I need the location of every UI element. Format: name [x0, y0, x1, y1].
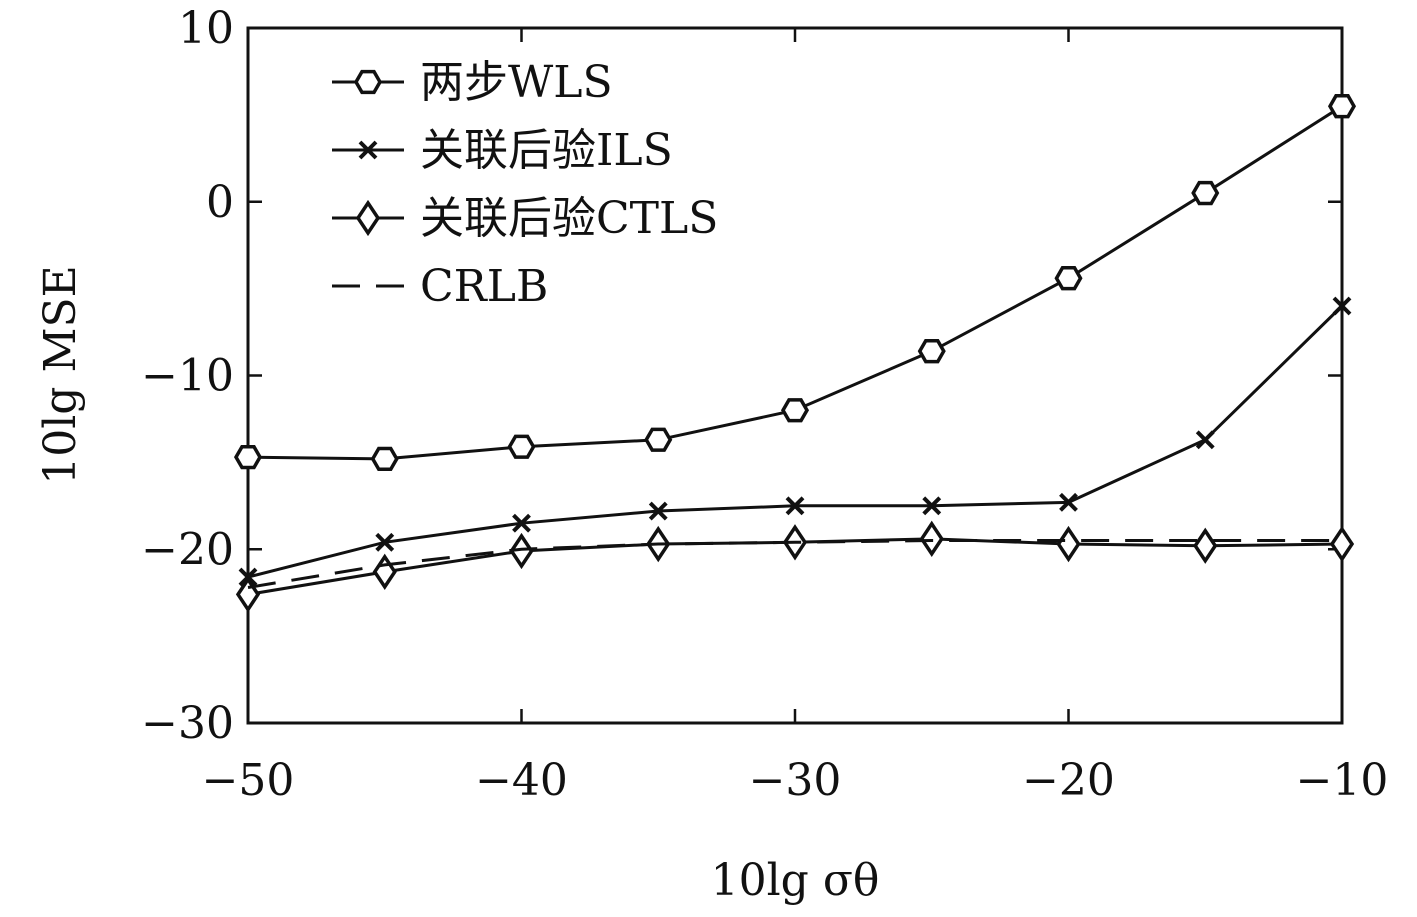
data-point	[919, 520, 944, 557]
data-point	[1056, 525, 1081, 563]
axes: −50 −40 −30 −20 −10 10 0 −10 −20 −30	[141, 3, 1388, 806]
plot-frame	[246, 26, 1344, 725]
legend-label: 关联后验CTLS	[420, 193, 718, 244]
x-marker-stroke	[922, 496, 942, 516]
data-point	[922, 496, 942, 516]
x-tick-label: −10	[1296, 755, 1389, 806]
data-point	[509, 532, 534, 570]
data-point	[1054, 266, 1083, 291]
x-marker-stroke	[785, 496, 805, 516]
x-marker-stroke	[648, 501, 668, 521]
x-marker-stroke	[1059, 492, 1078, 512]
series-1	[238, 296, 1352, 587]
data-point	[375, 532, 395, 552]
data-point	[780, 398, 810, 423]
legend-entry-2: 关联后验CTLS	[332, 193, 718, 244]
legend-marker	[358, 140, 378, 160]
x-marker-stroke	[375, 532, 395, 552]
data-point	[1059, 492, 1078, 512]
x-tick-label: −40	[475, 755, 568, 806]
legend-marker	[355, 199, 381, 237]
legend-marker	[353, 69, 383, 95]
x-marker-stroke	[358, 140, 378, 160]
series-2	[235, 520, 1355, 613]
y-tick-label: 10	[178, 3, 234, 54]
data-point	[512, 513, 531, 533]
data-point	[1332, 296, 1352, 316]
data-point	[233, 445, 263, 470]
x-axis-label: 10lg σθ	[711, 855, 880, 906]
data-point	[1191, 180, 1220, 206]
y-tick-label: −30	[141, 698, 234, 749]
data-point	[1327, 94, 1357, 119]
legend-entry-1: 关联后验ILS	[332, 125, 673, 176]
y-tick-label: 0	[206, 177, 234, 228]
legend-label: CRLB	[420, 261, 548, 312]
legend-label: 两步WLS	[420, 57, 613, 108]
data-point	[1329, 525, 1355, 563]
data-point	[1195, 430, 1215, 450]
series-0	[233, 94, 1357, 472]
legend-label: 关联后验ILS	[420, 125, 673, 176]
legend: 两步WLS 关联后验ILS 关联后验CTLS CRLB	[332, 57, 718, 312]
y-tick-label: −10	[141, 351, 234, 402]
series-layer	[233, 94, 1357, 613]
x-tick-label: −50	[202, 755, 295, 806]
data-point	[785, 496, 805, 516]
data-point	[507, 434, 536, 459]
data-point	[644, 427, 673, 452]
x-marker-stroke	[1332, 296, 1352, 316]
legend-entry-0: 两步WLS	[332, 57, 613, 108]
data-point	[917, 339, 946, 364]
data-point	[370, 446, 399, 472]
y-axis-label: 10lg MSE	[35, 265, 86, 485]
x-marker-stroke	[512, 513, 531, 533]
data-point	[1193, 527, 1218, 564]
data-point	[648, 501, 668, 521]
legend-entry-3: CRLB	[332, 261, 548, 312]
series-line-3	[247, 539, 1342, 589]
y-tick-label: −20	[141, 524, 234, 575]
x-marker-stroke	[1195, 430, 1215, 450]
series-3	[247, 539, 1342, 589]
x-tick-label: −20	[1022, 755, 1115, 806]
x-tick-label: −30	[749, 755, 842, 806]
data-point	[372, 553, 397, 590]
